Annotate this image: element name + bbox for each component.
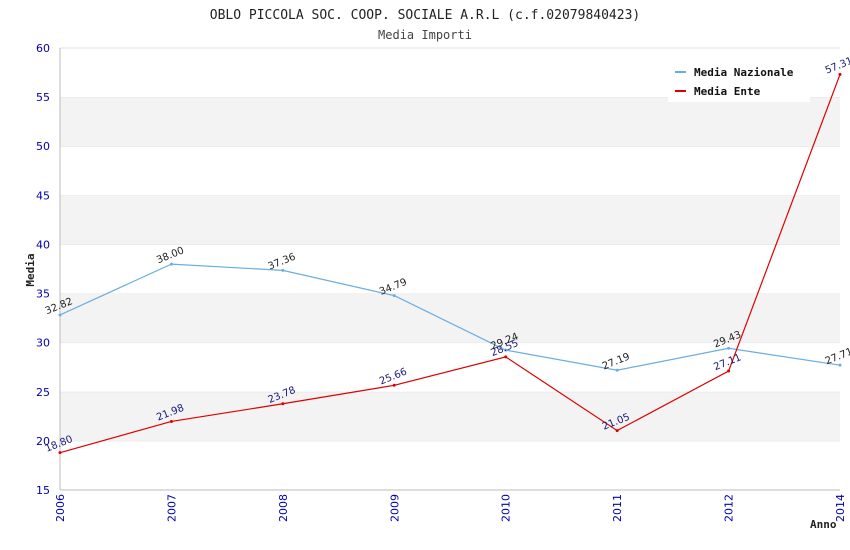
y-tick-label: 35 xyxy=(36,288,50,301)
data-point xyxy=(838,72,842,76)
x-tick-label: 2014 xyxy=(834,494,847,522)
series-line-media-nazionale xyxy=(59,263,841,371)
x-tick-label: 2011 xyxy=(611,494,624,522)
y-axis-ticks: 15 20 25 30 35 40 45 50 55 60 xyxy=(36,42,50,497)
data-point xyxy=(392,383,396,387)
x-tick-label: 2012 xyxy=(723,494,736,522)
data-point xyxy=(727,369,731,373)
series-line-media-ente xyxy=(59,74,841,454)
data-point xyxy=(281,268,285,272)
grid-band xyxy=(60,195,840,245)
data-point xyxy=(838,363,842,367)
x-tick-label: 2009 xyxy=(388,494,401,522)
data-point xyxy=(281,402,285,406)
y-tick-label: 25 xyxy=(36,386,50,399)
y-tick-label: 45 xyxy=(36,189,50,202)
y-tick-label: 20 xyxy=(36,435,50,448)
y-tick-label: 40 xyxy=(36,238,50,251)
data-point xyxy=(169,262,173,266)
legend: Media Nazionale Media Ente xyxy=(668,60,810,102)
y-axis-label: Media xyxy=(24,253,37,286)
y-tick-label: 60 xyxy=(36,42,50,55)
legend-box xyxy=(668,60,810,102)
y-tick-label: 15 xyxy=(36,484,50,497)
series-layer xyxy=(58,72,842,455)
x-axis-ticks: 2006 2007 2008 2009 2010 2011 2012 2014 xyxy=(54,494,847,522)
y-tick-label: 50 xyxy=(36,140,50,153)
x-tick-label: 2007 xyxy=(165,494,178,522)
data-point xyxy=(504,355,508,359)
x-tick-label: 2010 xyxy=(500,494,513,522)
data-point xyxy=(615,429,619,433)
x-tick-label: 2008 xyxy=(277,494,290,522)
grid-bands xyxy=(60,47,840,490)
data-point xyxy=(392,294,396,298)
grid-band xyxy=(60,97,840,147)
data-point xyxy=(615,368,619,372)
data-point xyxy=(727,346,731,350)
data-point xyxy=(169,419,173,423)
data-point xyxy=(504,348,508,352)
data-point xyxy=(58,313,62,317)
x-axis-label: Anno xyxy=(810,518,837,531)
chart-title: OBLO PICCOLA SOC. COOP. SOCIALE A.R.L (c… xyxy=(210,8,640,23)
x-tick-label: 2006 xyxy=(54,494,67,522)
grid-band xyxy=(60,244,840,294)
grid-band xyxy=(60,391,840,441)
grid-band xyxy=(60,440,840,490)
grid-band xyxy=(60,146,840,196)
grid-band xyxy=(60,342,840,392)
legend-entry: Media Ente xyxy=(694,85,761,98)
chart-subtitle: Media Importi xyxy=(378,28,472,42)
y-tick-label: 55 xyxy=(36,91,50,104)
legend-entry: Media Nazionale xyxy=(694,66,794,79)
y-tick-label: 30 xyxy=(36,337,50,350)
data-point xyxy=(58,451,62,455)
grid-band xyxy=(60,293,840,343)
